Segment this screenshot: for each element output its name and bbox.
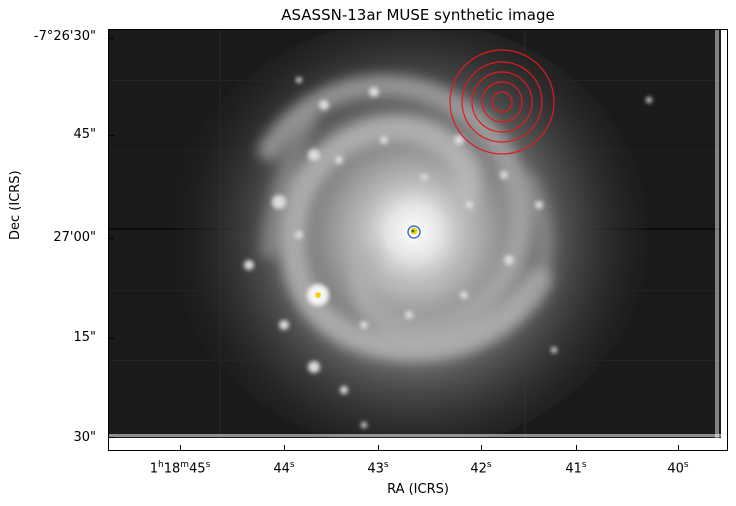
x-tick-label: 41s (565, 460, 587, 477)
y-tick-label: 27'00" (53, 230, 96, 245)
y-axis-label: Dec (ICRS) (8, 170, 23, 240)
y-tick-label: 15" (73, 330, 96, 345)
x-tick-label: 1h18m45s (149, 460, 211, 477)
aperture-rings (449, 49, 555, 155)
x-tick-label: 43s (367, 460, 389, 477)
x-tick-label: 40s (667, 460, 689, 477)
x-tick-label: 44s (273, 460, 295, 477)
nucleus-marker-ring (407, 225, 421, 239)
y-tick-label: 45" (73, 127, 96, 142)
x-axis-label: RA (ICRS) (387, 482, 449, 497)
star-forming-knots (244, 77, 652, 428)
transient-marker (315, 292, 321, 298)
y-tick-label: -7°26'30" (33, 29, 96, 44)
galaxy-image (109, 30, 727, 450)
nucleus-marker-center (411, 229, 415, 233)
x-tick-label: 42s (470, 460, 492, 477)
y-tick-label: 30" (73, 430, 96, 445)
masked-edge (109, 30, 727, 450)
image-frame (108, 29, 728, 451)
figure-title: ASASSN-13ar MUSE synthetic image (281, 6, 555, 24)
spiral-arms (258, 74, 553, 362)
